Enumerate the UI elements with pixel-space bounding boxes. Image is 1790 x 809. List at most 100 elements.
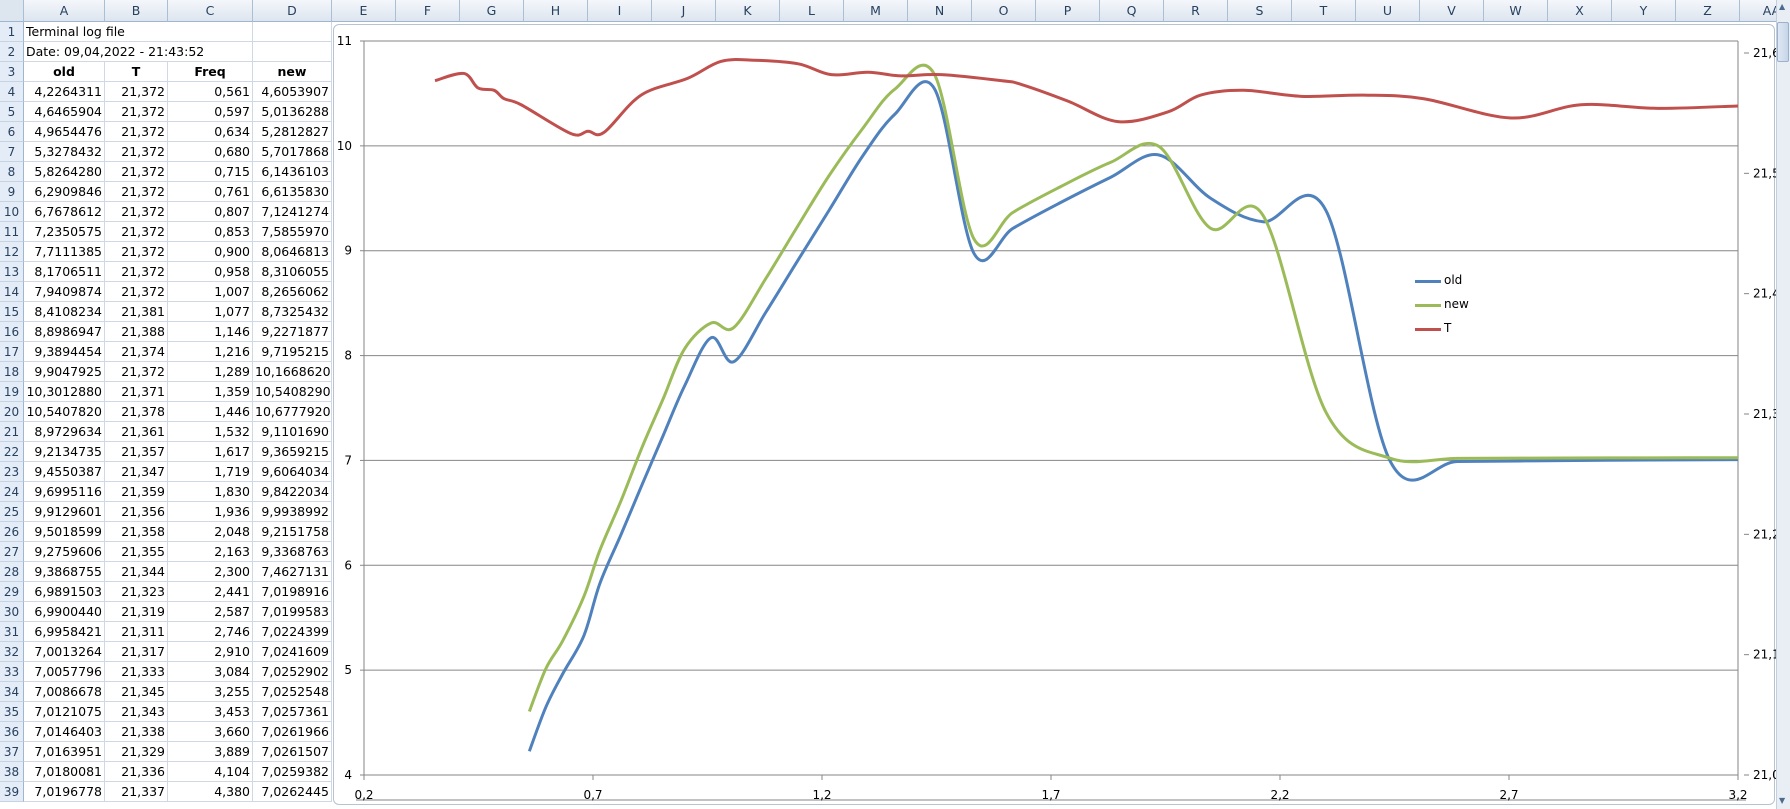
data-cell[interactable]: 3,453 xyxy=(168,702,253,722)
data-cell[interactable]: 10,5407820 xyxy=(24,402,105,422)
data-cell[interactable]: 9,7195215 xyxy=(253,342,332,362)
data-cell[interactable]: 0,634 xyxy=(168,122,253,142)
data-cell[interactable]: 9,3659215 xyxy=(253,442,332,462)
data-cell[interactable]: 21,372 xyxy=(105,162,168,182)
data-cell[interactable]: 4,6465904 xyxy=(24,102,105,122)
data-cell[interactable]: 21,317 xyxy=(105,642,168,662)
data-cell[interactable]: 1,007 xyxy=(168,282,253,302)
row-header[interactable]: 15 xyxy=(0,302,24,322)
cell-title[interactable]: Terminal log file xyxy=(24,22,125,42)
row-header[interactable]: 24 xyxy=(0,482,24,502)
data-cell[interactable]: 21,359 xyxy=(105,482,168,502)
data-cell[interactable]: 10,3012880 xyxy=(24,382,105,402)
data-cell[interactable]: 9,5018599 xyxy=(24,522,105,542)
data-cell[interactable]: 21,372 xyxy=(105,242,168,262)
scroll-up-icon[interactable]: ▲ xyxy=(1779,2,1786,11)
data-cell[interactable]: 1,446 xyxy=(168,402,253,422)
data-cell[interactable]: 7,0259382 xyxy=(253,762,332,782)
data-cell[interactable]: 21,374 xyxy=(105,342,168,362)
data-cell[interactable]: 0,561 xyxy=(168,82,253,102)
column-header-a[interactable]: A xyxy=(24,0,105,22)
data-cell[interactable]: 5,8264280 xyxy=(24,162,105,182)
scroll-down-icon[interactable]: ▼ xyxy=(1779,796,1786,805)
row-header[interactable]: 22 xyxy=(0,442,24,462)
column-header-z[interactable]: Z xyxy=(1676,0,1740,22)
row-header[interactable]: 35 xyxy=(0,702,24,722)
row-header[interactable]: 18 xyxy=(0,362,24,382)
data-cell[interactable]: 21,372 xyxy=(105,182,168,202)
data-cell[interactable]: 3,084 xyxy=(168,662,253,682)
data-cell[interactable]: 8,0646813 xyxy=(253,242,332,262)
data-cell[interactable]: 21,372 xyxy=(105,82,168,102)
data-cell[interactable]: 7,0198916 xyxy=(253,582,332,602)
data-cell[interactable]: 9,9938992 xyxy=(253,502,332,522)
column-header-h[interactable]: H xyxy=(524,0,588,22)
data-cell[interactable]: 5,7017868 xyxy=(253,142,332,162)
data-cell[interactable]: 10,5408290 xyxy=(253,382,332,402)
data-cell[interactable]: 7,7111385 xyxy=(24,242,105,262)
column-header-q[interactable]: Q xyxy=(1100,0,1164,22)
data-cell[interactable]: 4,9654476 xyxy=(24,122,105,142)
column-header-y[interactable]: Y xyxy=(1612,0,1676,22)
vertical-scrollbar[interactable] xyxy=(1776,0,1790,809)
column-header-i[interactable]: I xyxy=(588,0,652,22)
row-header[interactable]: 10 xyxy=(0,202,24,222)
data-cell[interactable]: 9,2151758 xyxy=(253,522,332,542)
data-cell[interactable]: 21,323 xyxy=(105,582,168,602)
data-cell[interactable]: 2,587 xyxy=(168,602,253,622)
data-cell[interactable]: 21,337 xyxy=(105,782,168,802)
data-cell[interactable]: 6,1436103 xyxy=(253,162,332,182)
row-header[interactable]: 11 xyxy=(0,222,24,242)
data-cell[interactable]: 21,338 xyxy=(105,722,168,742)
data-cell[interactable]: 9,2759606 xyxy=(24,542,105,562)
data-cell[interactable]: 2,048 xyxy=(168,522,253,542)
data-cell[interactable]: 21,333 xyxy=(105,662,168,682)
data-cell[interactable]: 7,0196778 xyxy=(24,782,105,802)
row-header[interactable]: 13 xyxy=(0,262,24,282)
data-cell[interactable]: 9,6995116 xyxy=(24,482,105,502)
select-all-corner[interactable] xyxy=(0,0,24,22)
column-header-e[interactable]: E xyxy=(332,0,396,22)
row-header[interactable]: 31 xyxy=(0,622,24,642)
row-header[interactable]: 3 xyxy=(0,62,24,82)
data-cell[interactable]: 7,0252548 xyxy=(253,682,332,702)
data-cell[interactable]: 8,7325432 xyxy=(253,302,332,322)
column-header-w[interactable]: W xyxy=(1484,0,1548,22)
data-cell[interactable]: 21,372 xyxy=(105,102,168,122)
data-cell[interactable]: 9,4550387 xyxy=(24,462,105,482)
data-cell[interactable]: 21,357 xyxy=(105,442,168,462)
data-cell[interactable]: 21,372 xyxy=(105,142,168,162)
row-header[interactable]: 27 xyxy=(0,542,24,562)
data-cell[interactable]: 6,2909846 xyxy=(24,182,105,202)
data-cell[interactable]: 1,289 xyxy=(168,362,253,382)
data-cell[interactable]: 7,0261966 xyxy=(253,722,332,742)
data-cell[interactable]: 6,9958421 xyxy=(24,622,105,642)
cell[interactable] xyxy=(168,42,253,62)
data-cell[interactable]: 21,372 xyxy=(105,262,168,282)
row-header[interactable]: 36 xyxy=(0,722,24,742)
row-header[interactable]: 7 xyxy=(0,142,24,162)
row-header[interactable]: 38 xyxy=(0,762,24,782)
data-cell[interactable]: 5,2812827 xyxy=(253,122,332,142)
column-header-x[interactable]: X xyxy=(1548,0,1612,22)
data-cell[interactable]: 7,0199583 xyxy=(253,602,332,622)
row-header[interactable]: 12 xyxy=(0,242,24,262)
row-header[interactable]: 25 xyxy=(0,502,24,522)
data-cell[interactable]: 0,900 xyxy=(168,242,253,262)
row-header[interactable]: 16 xyxy=(0,322,24,342)
data-cell[interactable]: 8,1706511 xyxy=(24,262,105,282)
data-cell[interactable]: 21,358 xyxy=(105,522,168,542)
data-cell[interactable]: 4,6053907 xyxy=(253,82,332,102)
column-header-j[interactable]: J xyxy=(652,0,716,22)
data-cell[interactable]: 3,255 xyxy=(168,682,253,702)
data-cell[interactable]: 9,6064034 xyxy=(253,462,332,482)
data-cell[interactable]: 4,104 xyxy=(168,762,253,782)
data-cell[interactable]: 9,2134735 xyxy=(24,442,105,462)
data-cell[interactable]: 7,0057796 xyxy=(24,662,105,682)
column-header-u[interactable]: U xyxy=(1356,0,1420,22)
data-cell[interactable]: 5,0136288 xyxy=(253,102,332,122)
data-cell[interactable]: 21,344 xyxy=(105,562,168,582)
row-header[interactable]: 20 xyxy=(0,402,24,422)
data-cell[interactable]: 9,2271877 xyxy=(253,322,332,342)
data-cell[interactable]: 7,0086678 xyxy=(24,682,105,702)
